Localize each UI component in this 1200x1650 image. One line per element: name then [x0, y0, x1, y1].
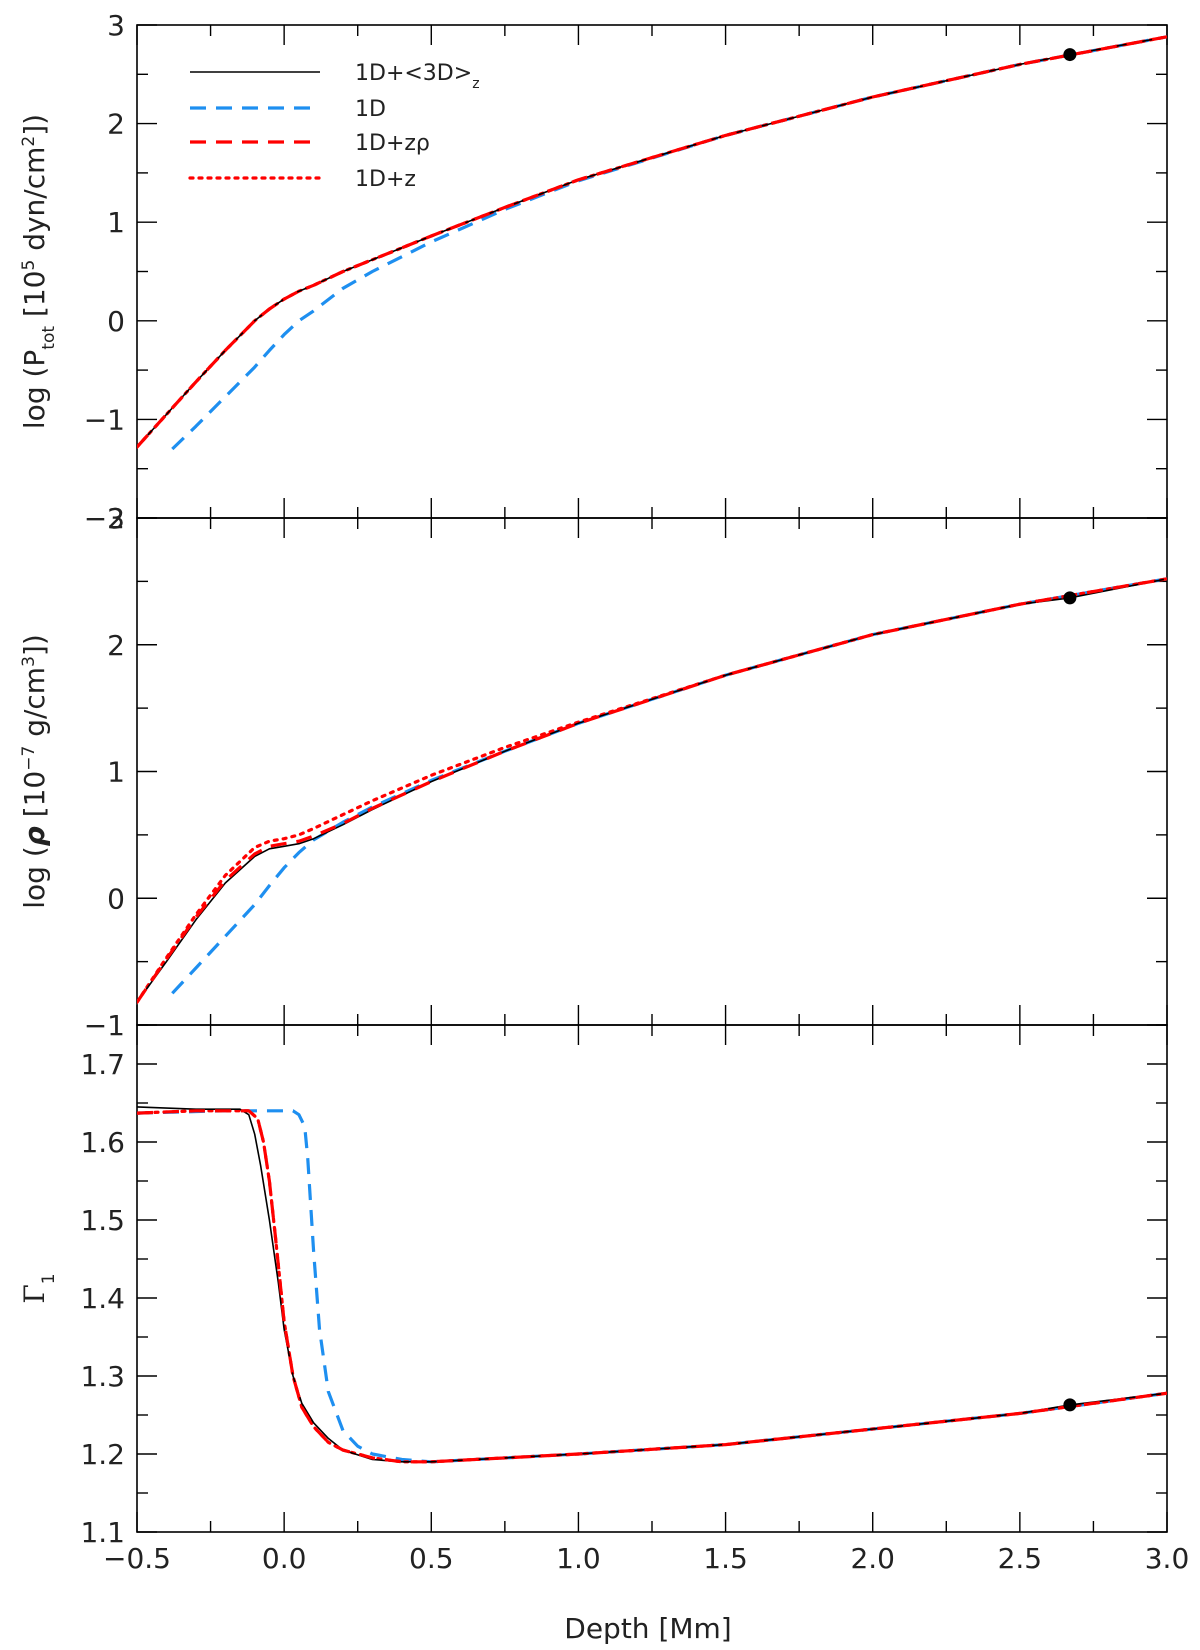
- y-tick-label: 1: [107, 206, 125, 239]
- y-axis-title-bottom: Γ1: [18, 1273, 59, 1303]
- legend-item: 1D+<3D>z: [190, 61, 480, 92]
- y-tick-label: −1: [84, 403, 125, 436]
- x-tick-label: 0.0: [262, 1542, 307, 1575]
- legend: 1D+<3D>z 1D 1D+zρ 1D+z: [188, 61, 480, 192]
- x-tick-label: 2.5: [998, 1542, 1043, 1575]
- series-line-1d-z-rho: [137, 35, 1167, 449]
- series-group: [137, 1106, 1167, 1464]
- panel-top: 3 2 1 0 −1 −2 log (Ptot [105 dyn/cm2]): [18, 9, 1168, 535]
- legend-label: 1D: [355, 97, 386, 122]
- y-tick-label: −2: [84, 502, 125, 535]
- marker-point: [1063, 48, 1077, 62]
- x-tick-label: 0.5: [409, 1542, 454, 1575]
- y-tick-label: 3: [107, 9, 125, 42]
- legend-item: 1D+zρ: [190, 131, 430, 156]
- y-axis-title-top: log (Ptot [105 dyn/cm2]): [18, 114, 59, 429]
- y-tick-label: 0: [107, 305, 125, 338]
- y-tick-label: 2: [107, 629, 125, 662]
- series-line-1d: [171, 35, 1167, 451]
- y-tick-label: 0: [107, 882, 125, 915]
- series-line-1d-3d-z: [137, 36, 1167, 448]
- series-line-1d-z-rho: [137, 1109, 1167, 1464]
- series-line-1d-z: [137, 35, 1167, 449]
- y-tick-label: 1.3: [80, 1360, 125, 1393]
- series-line-1d-z: [137, 577, 1167, 1004]
- x-tick-label: 1.0: [556, 1542, 601, 1575]
- y-tick-label: 1.4: [80, 1282, 125, 1315]
- panel-frame: [136, 1024, 1168, 1533]
- y-tick-label: 1.2: [80, 1438, 125, 1471]
- y-tick-label: 1.1: [80, 1516, 125, 1549]
- panel-middle: 3 2 1 0 −1 log (ρ [10−7 g/cm3]): [18, 502, 1168, 1042]
- x-tick-label: 3.0: [1145, 1542, 1190, 1575]
- y-tick-label: 3: [107, 502, 125, 535]
- series-line-1d-3d-z: [137, 1106, 1167, 1463]
- y-tick-label: 1: [107, 756, 125, 789]
- y-tick-label: −1: [84, 1009, 125, 1042]
- series-group: [137, 577, 1167, 1004]
- marker-point: [1063, 591, 1077, 605]
- x-axis-title: Depth [Mm]: [564, 1612, 731, 1645]
- panels-group: 3 2 1 0 −1 −2 log (Ptot [105 dyn/cm2]) 3 2 1 0 −1 lo…: [18, 9, 1189, 1575]
- y-tick-label: 1.5: [80, 1204, 125, 1237]
- y-tick-label: 1.7: [80, 1048, 125, 1081]
- x-tick-label: 1.5: [703, 1542, 748, 1575]
- y-tick-label: 1.6: [80, 1126, 125, 1159]
- marker-point: [1063, 1398, 1077, 1412]
- series-line-1d: [137, 1109, 1167, 1464]
- legend-label: 1D+<3D>z: [355, 61, 480, 92]
- panel-frame: [136, 517, 1168, 1026]
- x-tick-label: 2.0: [850, 1542, 895, 1575]
- panel-frame: [136, 24, 1168, 519]
- series-line-1d: [171, 577, 1167, 995]
- y-axis-title-middle: log (ρ [10−7 g/cm3]): [18, 634, 51, 909]
- legend-label: 1D+zρ: [355, 131, 430, 156]
- series-line-1d-z-rho: [137, 577, 1167, 1004]
- series-line-1d-z: [137, 1109, 1167, 1464]
- series-group: [137, 35, 1167, 451]
- x-tick-label: −0.5: [103, 1542, 171, 1575]
- legend-label: 1D+z: [355, 167, 416, 192]
- legend-item: 1D+z: [188, 167, 416, 192]
- legend-item: 1D: [190, 97, 386, 122]
- panel-bottom: 1.7 1.6 1.5 1.4 1.3 1.2 1.1−0.5 0.0 0.5 1.0 1.5 2.0…: [18, 1024, 1190, 1575]
- y-tick-label: 2: [107, 108, 125, 141]
- series-line-1d-3d-z: [137, 578, 1167, 1003]
